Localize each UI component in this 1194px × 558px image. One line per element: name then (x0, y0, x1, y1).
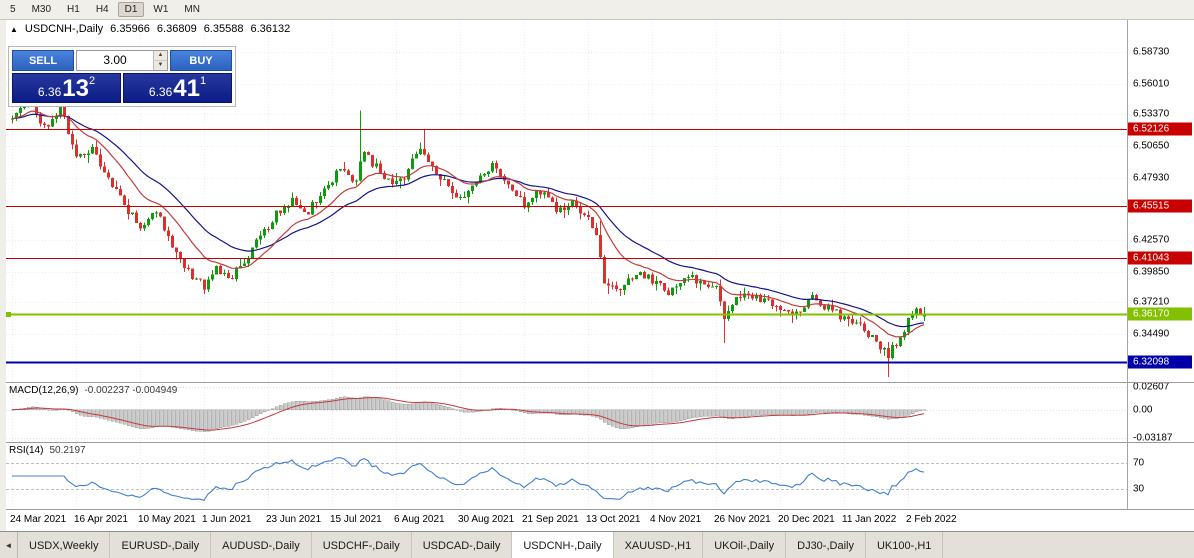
one-click-trading-panel: SELL 3.00 ▲ ▼ BUY 6.36 13 2 (8, 46, 236, 107)
price-level-badge: 6.36170 (1128, 307, 1192, 321)
rsi-panel: 70 30 RSI(14) 50.2197 (6, 443, 1194, 510)
buy-price-display[interactable]: 6.36 41 1 (123, 73, 232, 103)
buy-price-big: 41 (173, 75, 200, 102)
timeframe-h4-button[interactable]: H4 (95, 4, 109, 15)
chart-tab-usdx-weekly[interactable]: USDX,Weekly (18, 532, 111, 558)
timeframe-mn-button[interactable]: MN (184, 4, 200, 15)
sell-button[interactable]: SELL (12, 50, 74, 71)
chart-tab-bar: ◄ USDX,Weekly EURUSD-,Daily AUDUSD-,Daily U… (0, 531, 1194, 558)
timeframe-5-button[interactable]: 5 (10, 4, 16, 15)
rsi-title: RSI(14) (9, 445, 44, 456)
volume-up-button[interactable]: ▲ (154, 51, 167, 61)
volume-stepper[interactable]: 3.00 ▲ ▼ (76, 50, 168, 71)
price-tick: 6.56010 (1133, 78, 1170, 90)
macd-title: MACD(12,26,9) (9, 385, 79, 396)
price-level-badge: 6.32098 (1128, 355, 1192, 369)
price-tick: 6.53370 (1133, 108, 1170, 120)
buy-price-pipette: 1 (199, 75, 207, 87)
macd-label: MACD(12,26,9) -0.002237 -0.004949 (9, 385, 177, 396)
chart-tab-ukoil-daily[interactable]: UKOil-,Daily (703, 532, 787, 558)
price-level-badge: 6.52126 (1128, 122, 1192, 136)
sell-price-prefix: 6.36 (37, 85, 62, 99)
macd-values: -0.002237 -0.004949 (84, 385, 178, 396)
rsi-axis[interactable]: 70 30 (1127, 443, 1194, 509)
date-label: 16 Apr 2021 (74, 514, 128, 525)
date-label: 6 Aug 2021 (394, 514, 445, 525)
date-label: 2 Feb 2022 (906, 514, 957, 525)
macd-axis-tick: 0.00 (1133, 404, 1153, 416)
macd-canvas[interactable] (6, 383, 1128, 442)
date-label: 4 Nov 2021 (650, 514, 702, 525)
date-label: 30 Aug 2021 (458, 514, 515, 525)
sell-price-big: 13 (62, 75, 89, 102)
date-label: 21 Sep 2021 (522, 514, 579, 525)
macd-axis-tick: 0.02607 (1133, 383, 1170, 393)
macd-axis[interactable]: 0.02607 0.00 -0.03187 (1127, 383, 1194, 442)
chart-tab-uk100-h1[interactable]: UK100-,H1 (866, 532, 944, 558)
chart-tab-xauusd-h1[interactable]: XAUUSD-,H1 (614, 532, 704, 558)
ohlc-close: 6.36132 (250, 23, 291, 35)
chart-symbol-label: USDCNH-,Daily (24, 23, 104, 35)
rsi-canvas[interactable] (6, 443, 1128, 509)
sell-price-display[interactable]: 6.36 13 2 (12, 73, 121, 103)
chart-tab-usdcad-daily[interactable]: USDCAD-,Daily (412, 532, 513, 558)
buy-button[interactable]: BUY (170, 50, 232, 71)
date-label: 24 Mar 2021 (10, 514, 67, 525)
chart-tab-dj30-daily[interactable]: DJ30-,Daily (786, 532, 866, 558)
timeframe-w1-button[interactable]: W1 (153, 4, 169, 15)
timeframe-toolbar: 5 M30 H1 H4 D1 W1 MN (0, 0, 1194, 20)
rsi-value: 50.2197 (49, 445, 86, 456)
chart-tabs: USDX,Weekly EURUSD-,Daily AUDUSD-,Daily USD… (18, 532, 944, 558)
date-label: 10 May 2021 (138, 514, 196, 525)
buy-price-prefix: 6.36 (148, 85, 173, 99)
price-tick: 6.39850 (1133, 266, 1170, 278)
chart-title: ▲ USDCNH-,Daily 6.35966 6.36809 6.35588 … (10, 23, 290, 35)
price-tick: 6.50650 (1133, 140, 1170, 152)
chart-window: 6.58730 6.56010 6.53370 6.50650 6.47930 6.425… (6, 20, 1194, 531)
timeframe-h1-button[interactable]: H1 (67, 4, 80, 15)
sell-price-pipette: 2 (88, 75, 96, 87)
chart-tab-usdcnh-daily[interactable]: USDCNH-,Daily (512, 532, 614, 558)
chart-tab-usdchf-daily[interactable]: USDCHF-,Daily (312, 532, 412, 558)
date-axis[interactable]: 24 Mar 2021 16 Apr 2021 10 May 2021 1 Jun 2… (6, 510, 1194, 531)
date-label: 20 Dec 2021 (778, 514, 835, 525)
tab-scroll-left-button[interactable]: ◄ (0, 532, 18, 558)
date-label: 13 Oct 2021 (586, 514, 641, 525)
rsi-label: RSI(14) 50.2197 (9, 445, 86, 456)
macd-panel: 0.02607 0.00 -0.03187 MACD(12,26,9) -0.0022… (6, 383, 1194, 443)
chart-tab-audusd-daily[interactable]: AUDUSD-,Daily (211, 532, 312, 558)
ohlc-low: 6.35588 (203, 23, 244, 35)
price-axis[interactable]: 6.58730 6.56010 6.53370 6.50650 6.47930 6.425… (1127, 20, 1194, 382)
main-chart-panel: 6.58730 6.56010 6.53370 6.50650 6.47930 6.425… (6, 20, 1194, 383)
rsi-axis-tick: 30 (1133, 483, 1145, 495)
date-label: 1 Jun 2021 (202, 514, 252, 525)
timeframe-m30-button[interactable]: M30 (31, 4, 52, 15)
date-label: 11 Jan 2022 (842, 514, 897, 525)
price-level-badge: 6.45515 (1128, 199, 1192, 213)
price-tick: 6.37210 (1133, 296, 1170, 308)
price-tick: 6.47930 (1133, 172, 1170, 184)
date-label: 15 Jul 2021 (330, 514, 382, 525)
ohlc-open: 6.35966 (110, 23, 150, 35)
macd-axis-tick: -0.03187 (1133, 432, 1173, 443)
price-tick: 6.58730 (1133, 46, 1170, 58)
chart-tab-eurusd-daily[interactable]: EURUSD-,Daily (110, 532, 212, 558)
price-tick: 6.42570 (1133, 234, 1170, 246)
volume-value[interactable]: 3.00 (103, 53, 127, 67)
candlestick-chart[interactable] (6, 20, 1128, 382)
ohlc-high: 6.36809 (156, 23, 197, 35)
volume-down-button[interactable]: ▼ (154, 61, 167, 70)
symbol-triangle-icon: ▲ (10, 24, 18, 34)
rsi-axis-tick: 70 (1133, 457, 1145, 469)
date-label: 23 Jun 2021 (266, 514, 322, 525)
timeframe-d1-button[interactable]: D1 (117, 2, 145, 17)
price-tick: 6.34490 (1133, 328, 1170, 340)
price-level-badge: 6.41043 (1128, 251, 1192, 265)
date-label: 26 Nov 2021 (714, 514, 771, 525)
